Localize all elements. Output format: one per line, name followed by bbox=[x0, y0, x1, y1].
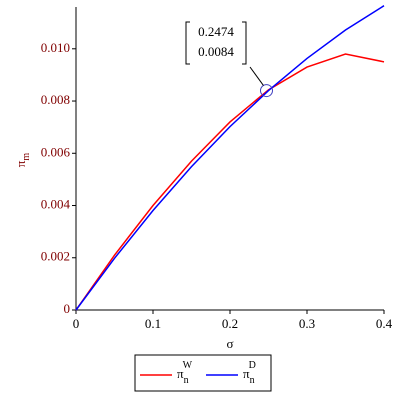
y-axis-label: πm bbox=[13, 153, 32, 168]
x-axis-label: σ bbox=[226, 336, 233, 351]
label-part: m bbox=[21, 153, 32, 161]
label-part: n bbox=[250, 375, 255, 386]
label-part: n bbox=[184, 375, 189, 386]
annotation-marker bbox=[259, 84, 273, 98]
legend-label: πnW bbox=[177, 360, 193, 386]
y-tick-label: 0.004 bbox=[41, 197, 71, 212]
label-part: π bbox=[177, 366, 184, 381]
annotation-label: 0.0084 bbox=[198, 44, 234, 59]
legend-label: πnD bbox=[243, 360, 256, 386]
y-tick-label: 0.006 bbox=[41, 144, 71, 159]
x-tick-label: 0.2 bbox=[222, 316, 238, 331]
x-tick-label: 0.1 bbox=[145, 316, 161, 331]
label-part: π bbox=[13, 160, 28, 167]
x-tick-label: 0.3 bbox=[299, 316, 315, 331]
x-tick-label: 0.4 bbox=[376, 316, 393, 331]
label-part: D bbox=[249, 360, 256, 371]
label-part: W bbox=[183, 360, 193, 371]
annotation-label: 0.2474 bbox=[198, 24, 234, 39]
legend-box bbox=[134, 354, 272, 392]
label-part: π bbox=[243, 366, 250, 381]
line-series bbox=[75, 53, 385, 311]
annotation-bracket bbox=[185, 21, 247, 65]
y-tick-label: 0 bbox=[64, 301, 71, 316]
y-tick-label: 0.010 bbox=[41, 40, 70, 55]
y-tick-label: 0.002 bbox=[41, 249, 70, 264]
y-tick-label: 0.008 bbox=[41, 92, 70, 107]
annotation-arrow bbox=[249, 66, 264, 86]
x-tick-label: 0 bbox=[73, 316, 80, 331]
line-series bbox=[75, 5, 385, 311]
